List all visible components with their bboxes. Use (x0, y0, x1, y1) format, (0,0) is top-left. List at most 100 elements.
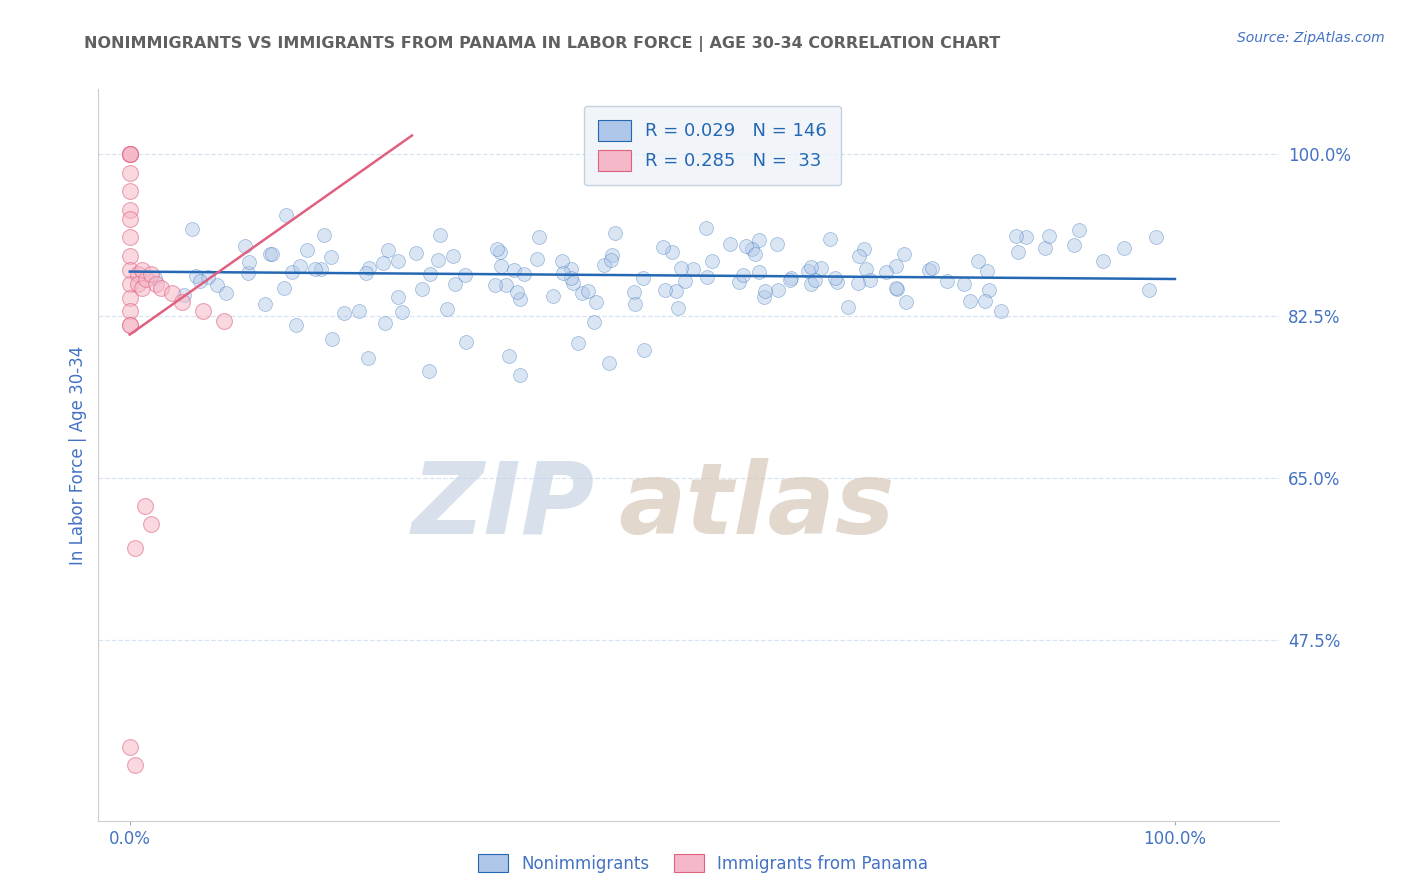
Point (419, 267, 441, 281)
Point (780, 271, 803, 285)
Point (280, 265, 302, 279)
Point (212, 313, 235, 327)
Point (631, 271, 654, 285)
Point (748, 265, 770, 279)
Point (754, 284, 776, 298)
Point (509, 368, 531, 383)
Point (233, 239, 256, 253)
Point (731, 268, 754, 282)
Legend: R = 0.029   N = 146, R = 0.285   N =  33: R = 0.029 N = 146, R = 0.285 N = 33 (583, 105, 841, 186)
Point (118, 230, 141, 244)
Point (921, 260, 943, 275)
Point (124, 541, 146, 555)
Point (127, 268, 149, 282)
Point (139, 517, 162, 532)
Point (824, 270, 846, 285)
Point (309, 261, 332, 276)
Point (633, 343, 655, 357)
Point (527, 230, 550, 244)
Point (796, 263, 818, 277)
Point (526, 252, 548, 266)
Point (491, 259, 513, 273)
Point (506, 285, 529, 299)
Point (139, 268, 162, 282)
Point (418, 364, 440, 378)
Point (855, 262, 877, 277)
Point (875, 265, 897, 279)
Point (735, 239, 758, 253)
Point (1007, 244, 1029, 259)
Point (748, 233, 770, 247)
Point (718, 236, 741, 251)
Point (411, 282, 433, 296)
Point (274, 208, 297, 222)
Point (118, 147, 141, 161)
Point (959, 293, 981, 308)
Point (665, 285, 688, 299)
Point (979, 283, 1001, 297)
Point (356, 266, 378, 280)
Point (118, 304, 141, 318)
Point (603, 226, 626, 240)
Point (145, 277, 167, 291)
Point (1114, 241, 1136, 255)
Point (312, 227, 335, 242)
Point (321, 332, 343, 346)
Point (118, 147, 141, 161)
Point (134, 499, 156, 513)
Point (498, 349, 520, 363)
Point (624, 297, 647, 311)
Point (936, 274, 959, 288)
Point (560, 262, 582, 277)
Point (188, 274, 211, 288)
Point (118, 277, 141, 291)
Point (454, 268, 477, 282)
Point (304, 262, 326, 277)
Point (744, 246, 766, 260)
Point (371, 255, 394, 269)
Point (197, 269, 219, 284)
Point (918, 263, 941, 277)
Point (560, 271, 582, 285)
Point (848, 249, 870, 263)
Point (357, 261, 380, 276)
Point (700, 254, 723, 268)
Point (576, 285, 599, 299)
Point (118, 184, 141, 198)
Point (444, 277, 467, 291)
Point (357, 351, 380, 365)
Point (1137, 283, 1160, 297)
Point (259, 247, 281, 261)
Point (170, 295, 193, 310)
Point (752, 290, 775, 304)
Point (886, 282, 908, 296)
Point (599, 253, 621, 268)
Point (810, 260, 832, 275)
Point (485, 242, 508, 256)
Point (513, 267, 536, 281)
Point (884, 281, 907, 295)
Point (284, 318, 307, 332)
Point (893, 247, 915, 261)
Point (846, 276, 869, 290)
Point (661, 244, 683, 259)
Point (484, 277, 506, 292)
Point (859, 273, 882, 287)
Point (551, 267, 574, 281)
Point (1015, 230, 1038, 244)
Point (567, 336, 589, 351)
Point (1063, 238, 1085, 252)
Point (654, 283, 676, 297)
Point (602, 248, 624, 262)
Point (124, 758, 146, 772)
Y-axis label: In Labor Force | Age 30-34: In Labor Force | Age 30-34 (69, 345, 87, 565)
Point (583, 315, 606, 329)
Point (215, 285, 238, 300)
Point (143, 271, 166, 285)
Point (131, 281, 153, 295)
Point (598, 356, 620, 370)
Point (804, 273, 827, 287)
Point (253, 297, 276, 311)
Point (571, 285, 593, 300)
Point (288, 259, 311, 273)
